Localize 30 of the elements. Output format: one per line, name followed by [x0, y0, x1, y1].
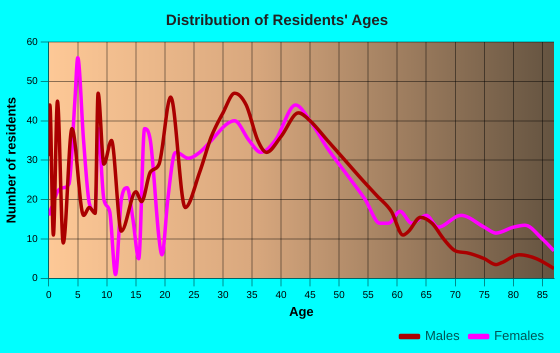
x-tick-label: 60: [392, 290, 404, 302]
y-tick-label: 50: [26, 76, 38, 88]
x-tick-label: 0: [46, 290, 52, 302]
x-tick-label: 50: [334, 290, 346, 302]
x-tick-label: 5: [74, 290, 81, 302]
x-tick-label: 45: [304, 290, 316, 302]
y-tick-label: 20: [26, 194, 38, 206]
x-tick-label: 65: [420, 290, 432, 302]
x-tick-label: 40: [275, 290, 288, 302]
y-tick-label: 0: [32, 273, 38, 284]
x-tick-label: 30: [217, 290, 229, 302]
x-tick-label: 55: [362, 290, 374, 302]
x-tick-label: 80: [508, 290, 520, 302]
x-axis-title: Age: [289, 304, 314, 319]
legend-label: Males: [424, 328, 460, 344]
x-tick-label: 15: [130, 290, 142, 302]
x-tick-label: 35: [246, 290, 258, 302]
y-axis-title: Number of residents: [3, 96, 18, 224]
x-tick-label: 10: [101, 290, 113, 302]
y-tick-label: 10: [26, 234, 38, 245]
x-tick-label: 70: [450, 290, 462, 302]
chart-title: Distribution of Residents' Ages: [166, 12, 388, 30]
x-tick-label: 75: [478, 290, 490, 302]
legend-label: Females: [494, 328, 544, 344]
x-tick-label: 25: [188, 290, 200, 302]
y-tick-label: 40: [26, 116, 38, 127]
x-tick-label: 85: [536, 290, 548, 302]
y-tick-label: 60: [26, 36, 38, 48]
y-tick-label: 30: [26, 154, 38, 166]
x-tick-label: 20: [159, 290, 171, 302]
